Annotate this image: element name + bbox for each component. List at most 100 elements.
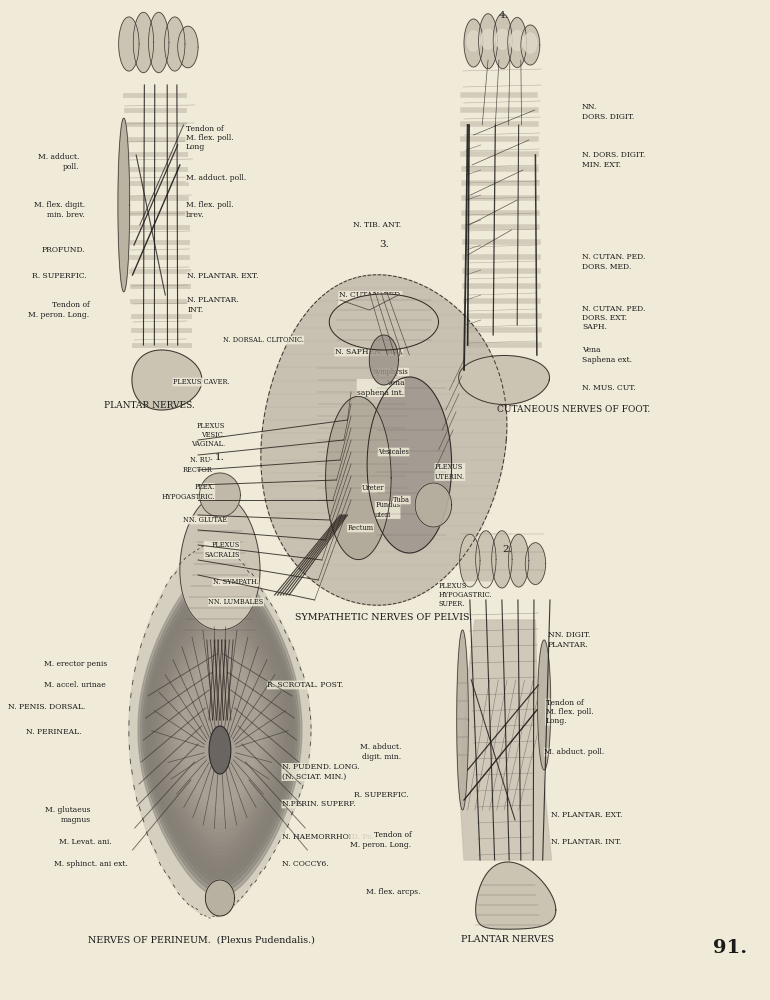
Text: R. SUPERFIC.: R. SUPERFIC. (354, 791, 409, 799)
Polygon shape (156, 601, 283, 859)
Text: M. erector penis: M. erector penis (44, 660, 107, 668)
Text: N. RU-
RECTOR: N. RU- RECTOR (182, 456, 213, 474)
Text: NERVES OF PERINEUM.  (Plexus Pudendalis.): NERVES OF PERINEUM. (Plexus Pudendalis.) (89, 936, 315, 944)
Polygon shape (165, 17, 185, 71)
Polygon shape (161, 610, 280, 850)
Polygon shape (178, 26, 198, 68)
Polygon shape (476, 862, 556, 929)
Polygon shape (457, 630, 468, 810)
Text: Vena
Saphena ext.: Vena Saphena ext. (582, 346, 632, 364)
Polygon shape (524, 33, 537, 53)
Polygon shape (149, 12, 169, 73)
Text: N. PLANTAR. EXT.: N. PLANTAR. EXT. (187, 272, 259, 280)
Text: N. DORS. DIGIT.
MIN. EXT.: N. DORS. DIGIT. MIN. EXT. (582, 151, 645, 169)
Text: PLANTAR NERVES: PLANTAR NERVES (461, 936, 554, 944)
Text: 91.: 91. (712, 939, 747, 957)
Text: PLANTAR NERVES.: PLANTAR NERVES. (104, 400, 195, 410)
Text: N. COCCY6.: N. COCCY6. (282, 860, 329, 868)
Polygon shape (521, 25, 540, 65)
Text: Tendon of
M. peron. Long.: Tendon of M. peron. Long. (28, 301, 89, 319)
Polygon shape (508, 534, 529, 587)
Text: Vena
saphena int.: Vena saphena int. (357, 379, 404, 397)
Polygon shape (132, 350, 202, 410)
Text: Tendon of
M. peron. Long.: Tendon of M. peron. Long. (350, 831, 411, 849)
Polygon shape (370, 335, 398, 385)
Text: R. SUPERFIC.: R. SUPERFIC. (32, 272, 86, 280)
Polygon shape (119, 17, 139, 71)
Text: NN. GLUTAE: NN. GLUTAE (183, 516, 227, 524)
Text: N.PERIN. SUPERF.: N.PERIN. SUPERF. (282, 800, 356, 808)
Text: N. PLANTAR. INT.: N. PLANTAR. INT. (551, 838, 621, 846)
Polygon shape (261, 275, 507, 605)
Polygon shape (467, 31, 480, 51)
Text: Vesicales: Vesicales (378, 448, 409, 456)
Polygon shape (180, 495, 260, 630)
Text: M. Levat. ani.: M. Levat. ani. (59, 838, 112, 846)
Polygon shape (492, 531, 512, 588)
Text: M. flex. arcps.: M. flex. arcps. (366, 888, 420, 896)
Text: N. MUS. CUT.: N. MUS. CUT. (582, 384, 636, 392)
Text: N. SYMPATH.: N. SYMPATH. (213, 578, 259, 586)
Text: N. CUTAN. PED.
DORS. EXT.
SAPH.: N. CUTAN. PED. DORS. EXT. SAPH. (582, 305, 645, 331)
Polygon shape (496, 29, 509, 49)
Polygon shape (140, 568, 300, 892)
Text: Tendon of
M. flex. poll.
Long.: Tendon of M. flex. poll. Long. (546, 699, 593, 725)
Polygon shape (507, 18, 527, 67)
Text: Symphysis: Symphysis (373, 368, 409, 376)
Polygon shape (133, 12, 154, 73)
Polygon shape (367, 377, 452, 553)
Polygon shape (460, 534, 480, 587)
Polygon shape (459, 356, 550, 404)
Text: N. HAEMORRHOID. Po.: N. HAEMORRHOID. Po. (282, 833, 374, 841)
Text: PLEXUS
HYPOGASTRIC.
SUPER.: PLEXUS HYPOGASTRIC. SUPER. (438, 582, 492, 608)
Text: M. flex. digit.
min. brev.: M. flex. digit. min. brev. (34, 201, 85, 219)
Polygon shape (129, 544, 311, 916)
Text: Fundus
uteri: Fundus uteri (375, 501, 400, 519)
Text: M. glutaeus
magnus: M. glutaeus magnus (45, 806, 91, 824)
Text: N. PUDEND. LONG.
(N. SCIAT. MIN.): N. PUDEND. LONG. (N. SCIAT. MIN.) (282, 763, 360, 781)
Polygon shape (476, 531, 496, 588)
Polygon shape (415, 483, 452, 527)
Polygon shape (163, 614, 277, 846)
Polygon shape (479, 14, 497, 69)
Polygon shape (142, 573, 297, 887)
Text: NN. LUMBALES: NN. LUMBALES (209, 598, 263, 606)
Polygon shape (493, 14, 512, 69)
Text: M. adduct. poll.: M. adduct. poll. (186, 174, 246, 182)
Polygon shape (206, 880, 235, 916)
Text: PLEXUS
VESIC.
VAGINAL.: PLEXUS VESIC. VAGINAL. (191, 422, 225, 448)
Polygon shape (172, 633, 268, 827)
Polygon shape (179, 647, 261, 813)
Text: NN.
DORS. DIGIT.: NN. DORS. DIGIT. (582, 103, 634, 121)
Text: 2.: 2. (503, 546, 513, 554)
Polygon shape (175, 638, 266, 822)
Text: CUTANEOUS NERVES OF FOOT.: CUTANEOUS NERVES OF FOOT. (497, 406, 650, 414)
Text: N. PERINEAL.: N. PERINEAL. (26, 728, 82, 736)
Polygon shape (138, 564, 302, 896)
Polygon shape (537, 640, 551, 770)
Text: PLEXUS CAVER.: PLEXUS CAVER. (172, 378, 229, 386)
Text: 1.: 1. (215, 454, 225, 462)
Polygon shape (159, 605, 281, 855)
Text: PLEXUS
SACRALIS: PLEXUS SACRALIS (204, 541, 239, 559)
Text: N. DORSAL. CLITONIC.: N. DORSAL. CLITONIC. (223, 336, 303, 344)
Polygon shape (168, 624, 273, 836)
Text: PLEX.
HYPOGASTRIC.: PLEX. HYPOGASTRIC. (161, 483, 215, 501)
Polygon shape (149, 587, 290, 873)
Text: M. adduct.
poll.: M. adduct. poll. (38, 153, 79, 171)
Text: Rectum: Rectum (347, 524, 373, 532)
Text: N. PLANTAR.
INT.: N. PLANTAR. INT. (187, 296, 239, 314)
Text: M. flex. poll.
brev.: M. flex. poll. brev. (186, 201, 233, 219)
Text: N. PLANTAR. EXT.: N. PLANTAR. EXT. (551, 811, 623, 819)
Polygon shape (147, 582, 293, 878)
Polygon shape (464, 19, 483, 67)
Polygon shape (166, 619, 275, 841)
Polygon shape (118, 118, 129, 292)
Text: R. SCROTAL. POST.: R. SCROTAL. POST. (267, 681, 343, 689)
Text: Tuba: Tuba (393, 496, 410, 504)
Text: PROFUND.: PROFUND. (42, 246, 85, 254)
Text: N. SAPHEN. MAJ.: N. SAPHEN. MAJ. (335, 348, 403, 356)
Text: PLEXUS
UTERIN.: PLEXUS UTERIN. (435, 463, 465, 481)
Polygon shape (511, 31, 524, 50)
Polygon shape (326, 396, 391, 560)
